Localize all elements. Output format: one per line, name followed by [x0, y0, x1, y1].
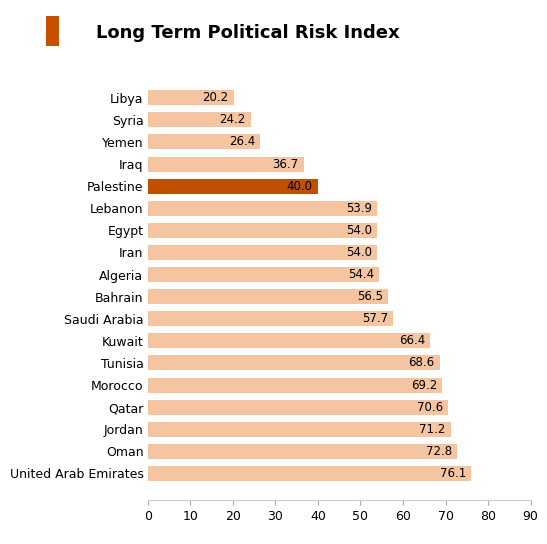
- Text: 71.2: 71.2: [419, 423, 445, 436]
- Text: 20.2: 20.2: [202, 91, 229, 104]
- Bar: [148, 157, 304, 171]
- Text: 70.6: 70.6: [417, 400, 443, 413]
- Text: 66.4: 66.4: [399, 335, 425, 348]
- Bar: [148, 333, 430, 348]
- Bar: [148, 201, 377, 216]
- Bar: [148, 223, 377, 238]
- Bar: [148, 311, 393, 326]
- Text: 69.2: 69.2: [411, 379, 437, 392]
- Text: 56.5: 56.5: [357, 290, 383, 303]
- Bar: [148, 267, 379, 282]
- Bar: [148, 400, 448, 415]
- Text: 53.9: 53.9: [346, 202, 372, 215]
- Text: 68.6: 68.6: [408, 356, 434, 369]
- Text: 40.0: 40.0: [287, 180, 313, 193]
- Text: 76.1: 76.1: [440, 467, 467, 480]
- Text: 54.0: 54.0: [346, 224, 373, 237]
- Text: 24.2: 24.2: [219, 113, 246, 126]
- Text: 26.4: 26.4: [229, 135, 255, 149]
- Bar: [148, 466, 472, 481]
- Text: 72.8: 72.8: [426, 445, 452, 458]
- Bar: [148, 289, 388, 304]
- Bar: [148, 134, 260, 150]
- Bar: [148, 355, 440, 370]
- Bar: [148, 422, 451, 437]
- Text: 54.0: 54.0: [346, 246, 373, 259]
- Bar: [148, 178, 318, 194]
- Text: 54.4: 54.4: [348, 268, 374, 281]
- Bar: [148, 113, 251, 127]
- Bar: [148, 90, 234, 106]
- Bar: [148, 378, 442, 393]
- Bar: [148, 245, 377, 260]
- Text: 57.7: 57.7: [362, 312, 388, 325]
- Text: Long Term Political Risk Index: Long Term Political Risk Index: [96, 24, 399, 42]
- Text: 36.7: 36.7: [272, 158, 299, 171]
- Bar: [148, 444, 457, 459]
